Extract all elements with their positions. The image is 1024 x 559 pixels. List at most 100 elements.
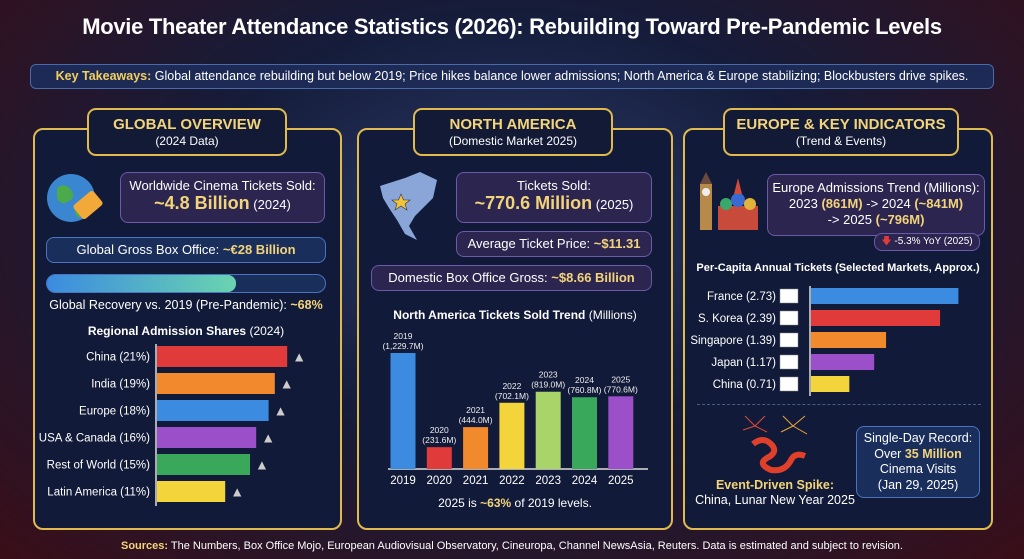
bar-2019 — [390, 353, 416, 469]
europe-2024-value: (~841M) — [914, 196, 964, 211]
data-label-value: (819.0M) — [531, 380, 565, 390]
domestic-gross-label: Domestic Box Office Gross: — [388, 270, 548, 285]
worldwide-tickets-value: ~4.8 Billion — [154, 193, 250, 213]
bar-2023 — [535, 391, 561, 469]
regional-title: Regional Admission Shares — [87, 324, 247, 338]
single-day-record-bubble: Single-Day Record: Over 35 Million Cinem… — [856, 426, 980, 498]
na-trend-title: North America Tickets Sold Trend — [393, 308, 586, 322]
yoy-badge: 🡇 -5.3% YoY (2025) — [874, 233, 980, 251]
global-gross-card: Global Gross Box Office: ~€28 Billion — [46, 237, 326, 263]
key-takeaways-banner: Key Takeaways: Global attendance rebuild… — [30, 64, 994, 89]
flag-japan-icon — [779, 354, 799, 370]
taj-mahal-icon: ▲ — [280, 376, 294, 392]
na-tickets-card: Tickets Sold: ~770.6 Million (2025) — [456, 172, 652, 223]
global-title: GLOBAL OVERVIEW — [113, 116, 261, 133]
record-line-1: Single-Day Record: — [863, 431, 973, 445]
record-pre: Over — [874, 446, 902, 461]
europe-title: EUROPE & KEY INDICATORS — [736, 116, 946, 133]
bar-label: France (2.73) — [707, 291, 776, 303]
regional-shares-chart: China (21%) ▲ India (19%) ▲ Europe (18%) ▲ USA… — [39, 344, 306, 506]
na-subtitle: (Domestic Market 2025) — [448, 134, 578, 148]
europe-2025-value: (~796M) — [875, 212, 925, 227]
europe-subtitle: (Trend & Events) — [795, 134, 887, 148]
europe-2023: 2023 — [788, 196, 818, 211]
avg-price-label: Average Ticket Price: — [467, 236, 591, 251]
bar-5 — [157, 481, 226, 502]
divider — [697, 404, 981, 405]
record-line-4: (Jan 29, 2025) — [877, 477, 959, 492]
bar-3 — [811, 354, 875, 370]
data-label-year: 2025 — [611, 374, 630, 384]
europe-header: EUROPE & KEY INDICATORS (Trend & Events) — [723, 108, 959, 156]
data-label-year: 2022 — [502, 381, 521, 391]
recovery-label: Global Recovery vs. 2019 (Pre-Pandemic): — [49, 298, 287, 312]
sources-text: The Numbers, Box Office Mojo, European A… — [170, 540, 903, 552]
data-label-value: (444.0M) — [459, 415, 493, 425]
bar-label: S. Korea (2.39) — [698, 313, 776, 325]
x-tick-label: 2022 — [499, 475, 525, 487]
event-spike-text: Event-Driven Spike: China, Lunar New Year… — [690, 478, 860, 508]
data-label-year: 2024 — [575, 375, 594, 385]
data-label-value: (760.8M) — [567, 385, 601, 395]
sources-footer: Sources: The Numbers, Box Office Mojo, E… — [0, 540, 1024, 552]
bar-2020 — [426, 447, 452, 469]
data-label-year: 2023 — [539, 370, 558, 380]
bar-2021 — [463, 427, 489, 469]
na-footnote: 2025 is ~63% of 2019 levels. — [362, 496, 668, 510]
x-tick-label: 2020 — [427, 475, 453, 487]
bar-2 — [157, 400, 269, 421]
page-title: Movie Theater Attendance Statistics (202… — [82, 14, 942, 39]
na-footnote-pre: 2025 is — [438, 496, 477, 510]
eiffel-tower-icon: ▲ — [274, 403, 288, 419]
per-capita-title: Per-Capita Annual Tickets (Selected Mark… — [696, 262, 980, 274]
globe-ticket-icon — [47, 174, 103, 222]
europe-trend-label: Europe Admissions Trend (Millions): — [772, 180, 980, 195]
bar-label: China (21%) — [86, 352, 150, 364]
na-tickets-label: Tickets Sold: — [517, 178, 591, 193]
data-label-year: 2019 — [394, 331, 413, 341]
regional-chart-title: Regional Admission Shares (2024) — [36, 324, 336, 338]
statue-of-liberty-icon: ▲ — [261, 430, 275, 446]
bar-label: USA & Canada (16%) — [39, 433, 150, 445]
christ-redeemer-icon: ▲ — [230, 484, 244, 500]
data-label-year: 2020 — [430, 425, 449, 435]
worldwide-tickets-year: (2024) — [253, 197, 291, 212]
regional-title-suffix: (2024) — [249, 324, 285, 338]
x-tick-label: 2023 — [535, 475, 561, 487]
global-gross-value: ~€28 Billion — [222, 242, 296, 257]
globe-icon: ▲ — [255, 457, 269, 473]
na-trend-suffix: (Millions) — [588, 308, 637, 322]
europe-2023-value: (861M) — [821, 196, 863, 211]
data-label-value: (770.6M) — [604, 384, 638, 394]
north-america-map-icon — [380, 172, 437, 240]
recovery-value: ~68% — [290, 298, 323, 312]
bar-1 — [157, 373, 275, 394]
bar-label: Latin America (11%) — [47, 487, 150, 499]
bar-label: Rest of World (15%) — [47, 460, 150, 472]
recovery-text: Global Recovery vs. 2019 (Pre-Pandemic):… — [36, 298, 336, 312]
domestic-gross-value: ~$8.66 Billion — [551, 270, 635, 285]
global-overview-header: GLOBAL OVERVIEW (2024 Data) — [87, 108, 287, 156]
bar-0 — [811, 288, 959, 304]
avg-price-value: ~$11.31 — [593, 236, 641, 251]
x-tick-label: 2019 — [390, 475, 416, 487]
bar-label: India (19%) — [91, 379, 150, 391]
bar-label: China (0.71) — [713, 379, 776, 391]
takeaways-label: Key Takeaways: — [55, 69, 152, 83]
global-subtitle: (2024 Data) — [155, 134, 219, 148]
bar-label: Europe (18%) — [79, 406, 150, 418]
data-label-value: (1,229.7M) — [382, 341, 423, 351]
bar-0 — [157, 346, 288, 367]
bar-label: Japan (1.17) — [711, 357, 776, 369]
bar-1 — [811, 310, 941, 326]
sources-label: Sources: — [120, 540, 169, 552]
x-tick-label: 2025 — [608, 475, 634, 487]
dragon-fireworks-icon — [742, 415, 808, 474]
na-title: NORTH AMERICA — [449, 116, 577, 133]
per-capita-chart: France (2.73) S. Korea (2.39) Singapore (1… — [690, 286, 959, 396]
yoy-text: -5.3% YoY (2025) — [894, 236, 973, 247]
x-tick-label: 2021 — [463, 475, 489, 487]
europe-trend-card: Europe Admissions Trend (Millions): 2023… — [767, 174, 985, 236]
avg-price-card: Average Ticket Price: ~$11.31 — [456, 231, 652, 257]
x-tick-label: 2024 — [572, 475, 598, 487]
